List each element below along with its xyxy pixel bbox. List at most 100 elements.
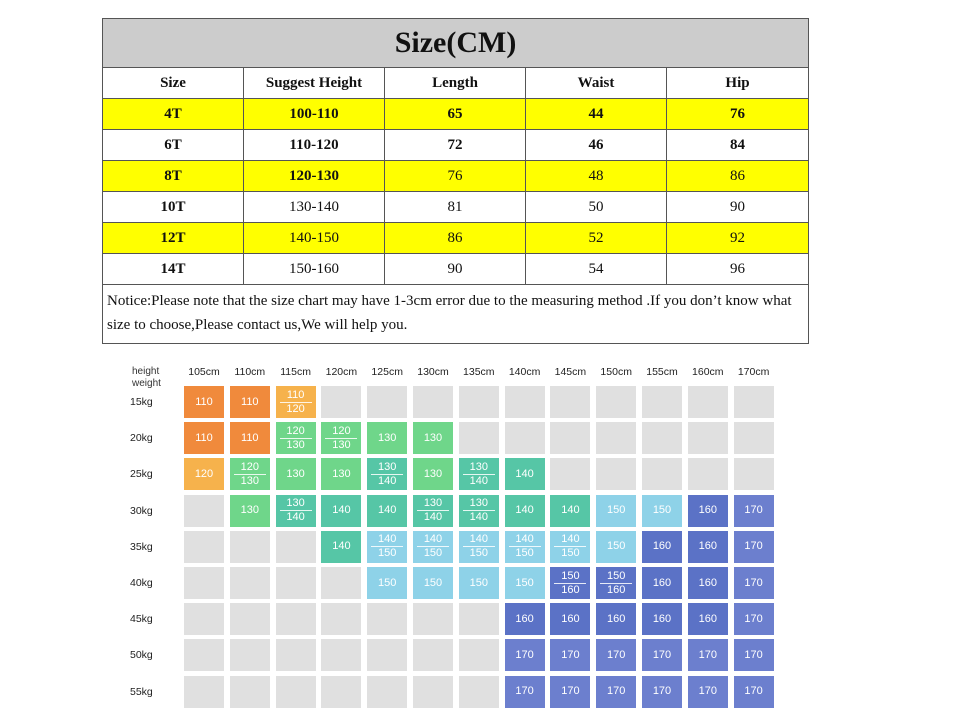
size-recommendation-cell: 170 xyxy=(733,675,774,708)
size-recommendation-cell: 160 xyxy=(550,603,591,636)
size-recommendation-cell: 160 xyxy=(687,530,728,563)
size-value: 170 xyxy=(515,685,534,698)
size-value: 170 xyxy=(744,540,763,553)
size-value: 120 xyxy=(279,401,312,416)
table-cell: 8T xyxy=(102,160,244,192)
size-value: 120 xyxy=(240,460,259,473)
table-cell: 150-160 xyxy=(243,253,385,285)
size-value: 160 xyxy=(698,540,717,553)
size-recommendation-cell: 130 xyxy=(229,494,270,527)
empty-grid-cell xyxy=(596,422,637,455)
size-recommendation-cell: 160 xyxy=(687,603,728,636)
table-cell: 110-120 xyxy=(243,129,385,161)
size-recommendation-cell: 150 xyxy=(504,567,545,599)
size-recommendation-cell: 110 xyxy=(229,422,270,455)
table-cell: 4T xyxy=(102,98,244,130)
size-value: 140 xyxy=(561,533,580,546)
size-value: 160 xyxy=(652,540,672,553)
empty-grid-cell xyxy=(596,458,637,491)
empty-grid-cell xyxy=(550,458,591,491)
empty-grid-cell xyxy=(184,530,224,563)
size-value: 160 xyxy=(652,576,672,589)
empty-grid-cell xyxy=(184,603,224,636)
header-cell: Suggest Height xyxy=(243,67,385,99)
size-recommendation-cell: 170 xyxy=(733,494,774,527)
weight-row-header: 35kg xyxy=(130,540,153,553)
empty-grid-cell xyxy=(367,386,408,418)
size-value: 120 xyxy=(286,424,305,437)
size-recommendation-cell: 130 xyxy=(275,458,316,491)
table-cell: 130-140 xyxy=(243,191,385,223)
empty-grid-cell xyxy=(275,530,316,563)
table-row: 6T 110-120 72 46 84 xyxy=(102,129,810,161)
size-value: 170 xyxy=(515,648,534,661)
size-recommendation-cell: 140 150 xyxy=(367,530,408,563)
weight-row-header: 45kg xyxy=(130,613,153,626)
size-value: 130 xyxy=(286,497,305,510)
empty-grid-cell xyxy=(321,639,362,672)
table-cell: 14T xyxy=(102,253,244,285)
size-value: 170 xyxy=(744,576,763,589)
size-value: 140 xyxy=(515,533,534,546)
size-recommendation-cell: 160 xyxy=(642,567,682,599)
weight-row-header: 30kg xyxy=(130,504,153,517)
size-recommendation-cell: 150 160 xyxy=(596,567,637,599)
size-value: 150 xyxy=(371,546,404,560)
table-cell: 120-130 xyxy=(243,160,385,192)
size-value: 130 xyxy=(469,497,488,510)
table-cell: 72 xyxy=(384,129,526,161)
weight-row-header: 15kg xyxy=(130,396,153,408)
size-recommendation-cell: 170 xyxy=(733,639,774,672)
table-cell: 140-150 xyxy=(243,222,385,254)
size-value: 140 xyxy=(462,510,495,524)
size-value: 150 xyxy=(508,546,541,560)
size-recommendation-cell: 150 xyxy=(596,530,637,563)
empty-grid-cell xyxy=(184,675,224,708)
height-column-header: 160cm xyxy=(692,366,724,378)
empty-grid-cell xyxy=(413,603,453,636)
empty-grid-cell xyxy=(229,675,270,708)
size-value: 140 xyxy=(332,540,351,553)
size-recommendation-cell: 110 120 xyxy=(275,386,316,418)
empty-grid-cell xyxy=(687,458,728,491)
height-weight-size-grid: height weight 105cm 110cm 115cm 120cm 125cm 1… xyxy=(128,360,788,720)
size-value: 140 xyxy=(469,533,488,546)
size-recommendation-cell: 160 xyxy=(642,603,682,636)
size-recommendation-cell: 140 xyxy=(321,494,362,527)
table-cell: 90 xyxy=(384,253,526,285)
empty-grid-cell xyxy=(229,603,270,636)
table-cell: 81 xyxy=(384,191,526,223)
header-cell: Size xyxy=(102,67,244,99)
height-column-header: 130cm xyxy=(417,366,449,378)
table-cell: 54 xyxy=(525,253,667,285)
size-value: 110 xyxy=(286,388,305,401)
table-cell: 46 xyxy=(525,129,667,161)
size-value: 160 xyxy=(600,582,633,597)
size-value: 150 xyxy=(462,546,495,560)
size-recommendation-cell: 170 xyxy=(550,675,591,708)
size-recommendation-cell: 130 xyxy=(321,458,362,491)
size-value: 160 xyxy=(607,612,626,625)
size-recommendation-cell: 120 xyxy=(184,458,224,491)
empty-grid-cell xyxy=(458,422,499,455)
height-column-header: 170cm xyxy=(737,366,770,378)
size-recommendation-cell: 170 xyxy=(733,603,774,636)
size-recommendation-cell: 120 130 xyxy=(321,422,362,455)
size-value: 160 xyxy=(698,612,717,625)
empty-grid-cell xyxy=(275,639,316,672)
size-recommendation-cell: 170 xyxy=(687,675,728,708)
weight-row-header: 55kg xyxy=(130,685,153,698)
size-value: 170 xyxy=(744,612,763,625)
table-row: 8T 120-130 76 48 86 xyxy=(102,160,810,192)
size-value: 130 xyxy=(378,460,397,473)
empty-grid-cell xyxy=(321,603,362,636)
empty-grid-cell xyxy=(275,675,316,708)
size-chart-header-row: Size Suggest Height Length Waist Hip xyxy=(102,67,810,99)
size-value: 150 xyxy=(417,546,449,560)
size-value: 130 xyxy=(423,497,443,510)
table-cell: 65 xyxy=(384,98,526,130)
header-cell: Waist xyxy=(525,67,667,99)
empty-grid-cell xyxy=(367,639,408,672)
corner-weight-label: weight xyxy=(132,378,161,389)
size-recommendation-cell: 120 130 xyxy=(229,458,270,491)
